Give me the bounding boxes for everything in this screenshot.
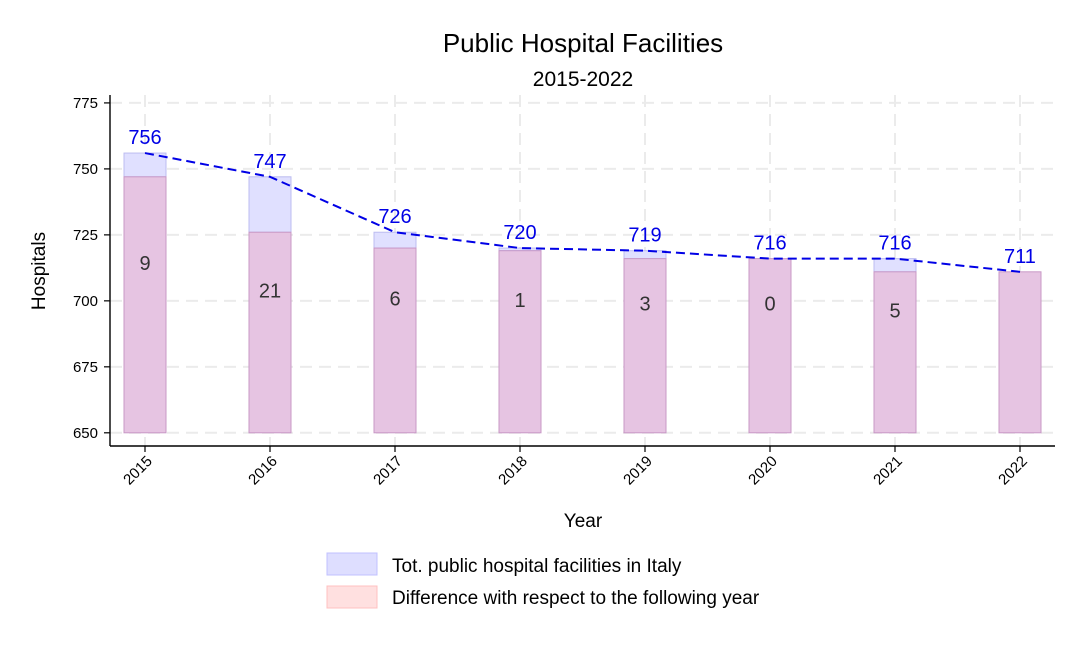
bar-overlap-2017 [373, 247, 417, 434]
series-line-total [144, 152, 1021, 273]
difference-label-2016: 21 [259, 281, 281, 303]
y-tick-label: 700 [73, 293, 98, 310]
difference-label-2017: 6 [389, 288, 400, 310]
bar-total-2017 [373, 231, 417, 249]
chart-title: Public Hospital Facilities [443, 28, 723, 58]
bar-overlap-2015 [123, 176, 167, 434]
x-tick-label: 2019 [620, 453, 656, 489]
value-label-2020: 716 [753, 233, 786, 255]
legend-label-total: Tot. public hospital facilities in Italy [392, 556, 682, 577]
data-labels: 756 747 726 720 719 716 716 711 9 21 6 1 3 0 5 [128, 127, 1036, 322]
x-axis-label: Year [564, 511, 603, 532]
value-label-2017: 726 [378, 206, 411, 228]
y-tick-label: 775 [73, 95, 98, 112]
x-tick-label: 2016 [245, 453, 281, 489]
chart-subtitle: 2015-2022 [533, 68, 633, 91]
difference-label-2020: 0 [764, 294, 775, 316]
value-label-2016: 747 [253, 151, 286, 173]
value-label-2015: 756 [128, 127, 161, 149]
y-axis-label: Hospitals [29, 232, 50, 310]
x-tick-label: 2020 [745, 453, 781, 489]
legend: Tot. public hospital facilities in Italy… [326, 552, 760, 609]
y-tick-label: 750 [73, 161, 98, 178]
bar-overlap-2020 [748, 258, 792, 434]
x-tick-label: 2022 [995, 453, 1031, 489]
y-tick-label: 650 [73, 425, 98, 442]
bar-overlap-2019 [623, 258, 667, 434]
trend-line [144, 152, 1021, 273]
bar-total-2021 [873, 258, 917, 273]
bar-overlap-2016 [248, 231, 292, 434]
difference-label-2015: 9 [139, 253, 150, 275]
value-label-2022: 711 [1004, 246, 1036, 268]
legend-label-difference: Difference with respect to the following… [392, 588, 760, 609]
value-label-2021: 716 [878, 233, 911, 255]
difference-label-2019: 3 [639, 294, 650, 316]
x-tick-label: 2018 [495, 453, 531, 489]
y-tick-label: 675 [73, 359, 98, 376]
bar-overlap-2022 [998, 271, 1042, 434]
x-tick-label: 2021 [870, 453, 906, 489]
value-label-2018: 720 [503, 222, 536, 244]
bar-total-2019 [623, 250, 667, 260]
bars [123, 152, 1042, 434]
x-tick-label: 2017 [370, 453, 406, 489]
difference-label-2021: 5 [889, 300, 900, 322]
x-tick-label: 2015 [120, 453, 156, 489]
y-tick-label: 725 [73, 227, 98, 244]
difference-label-2018: 1 [514, 290, 525, 312]
bar-overlap-2018 [498, 250, 542, 434]
bar-overlap-2021 [873, 271, 917, 434]
value-label-2019: 719 [628, 225, 661, 247]
legend-swatch-total [326, 552, 378, 576]
bar-total-2016 [248, 176, 292, 233]
legend-swatch-difference [326, 585, 378, 609]
